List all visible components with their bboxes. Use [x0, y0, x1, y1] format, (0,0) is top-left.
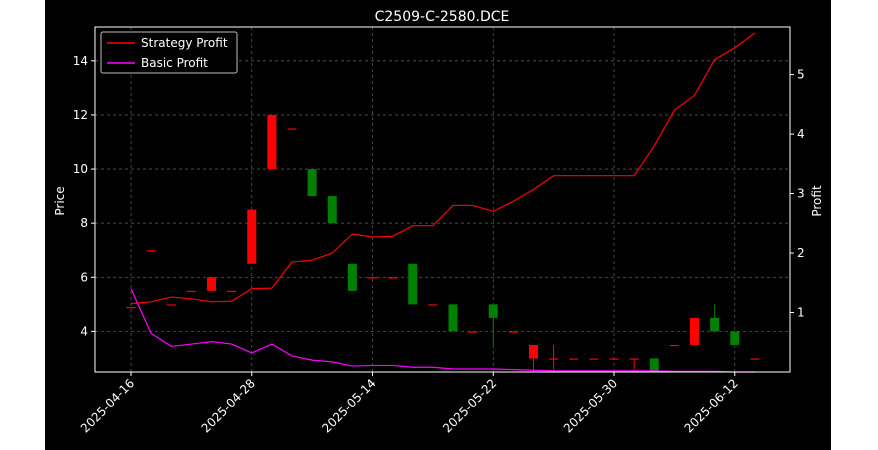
candle-body: [448, 304, 458, 332]
y-tick-label-left: 6: [80, 270, 88, 284]
y-tick-label-left: 10: [73, 162, 88, 176]
series-line: [130, 32, 756, 305]
candle-body: [710, 317, 720, 332]
y-tick-label-left: 4: [80, 324, 88, 338]
candle-body: [529, 344, 538, 359]
candle-body: [347, 263, 357, 291]
candle-body: [508, 331, 518, 333]
candle-body: [730, 331, 740, 345]
chart-title: C2509-C-2580.DCE: [375, 9, 510, 25]
candle-body: [126, 307, 136, 309]
x-tick-label: 2025-05-14: [319, 376, 378, 435]
candle-body: [287, 128, 297, 130]
y-tick-label-right: 1: [797, 306, 805, 320]
candle-body: [186, 290, 196, 293]
candle-body: [428, 304, 438, 306]
candle-body: [368, 277, 377, 279]
legend: Strategy Profit Basic Profit: [100, 31, 238, 74]
candle-body: [307, 169, 317, 197]
candle-body: [549, 358, 559, 360]
candle-body: [207, 277, 216, 291]
series-line: [130, 288, 755, 373]
profit-lines: [130, 32, 756, 373]
y-axis-label-right: Profit: [810, 185, 824, 217]
candle-body: [488, 304, 498, 318]
candle-body: [227, 290, 237, 293]
x-tick-label: 2025-06-12: [682, 376, 741, 435]
candle-body: [690, 317, 699, 345]
x-tick-label: 2025-04-16: [78, 376, 137, 435]
candle-body: [247, 209, 257, 264]
x-axis-ticks: 2025-04-16 2025-04-28 2025-05-14 2025-05-22…: [78, 372, 741, 435]
left-axis-ticks: 4 6 8 10 12 14: [73, 54, 95, 338]
candle-body: [166, 304, 176, 306]
candle-body: [327, 196, 337, 224]
candle-body: [388, 277, 398, 279]
y-tick-label-left: 12: [73, 108, 88, 122]
legend-label-strategy-profit: Strategy Profit: [141, 36, 228, 50]
grid: [95, 27, 790, 372]
candle-body: [669, 344, 679, 347]
x-tick-label: 2025-04-28: [199, 376, 258, 435]
candle-body: [629, 358, 639, 360]
candles: [126, 114, 760, 372]
y-tick-label-left: 14: [73, 54, 88, 68]
x-tick-label: 2025-05-22: [440, 376, 499, 435]
y-tick-label-left: 8: [80, 216, 88, 230]
right-axis-ticks: 1 2 3 4 5: [790, 68, 805, 320]
plot-frame: [94, 26, 791, 373]
y-tick-label-right: 4: [797, 127, 805, 141]
candle-body: [408, 263, 418, 305]
candle-body: [569, 358, 579, 360]
candle-body: [267, 114, 277, 170]
candle-body: [468, 331, 478, 333]
legend-label-basic-profit: Basic Profit: [141, 56, 208, 70]
candle-body: [146, 250, 156, 252]
x-tick-label: 2025-05-30: [561, 376, 620, 435]
y-tick-label-right: 3: [797, 187, 805, 201]
y-tick-label-right: 5: [797, 68, 805, 82]
candle-body: [750, 358, 760, 360]
candle-body: [649, 358, 659, 372]
y-axis-label-left: Price: [53, 186, 67, 215]
candle-body: [609, 358, 619, 360]
candle-body: [589, 358, 599, 360]
y-tick-label-right: 2: [797, 246, 805, 260]
